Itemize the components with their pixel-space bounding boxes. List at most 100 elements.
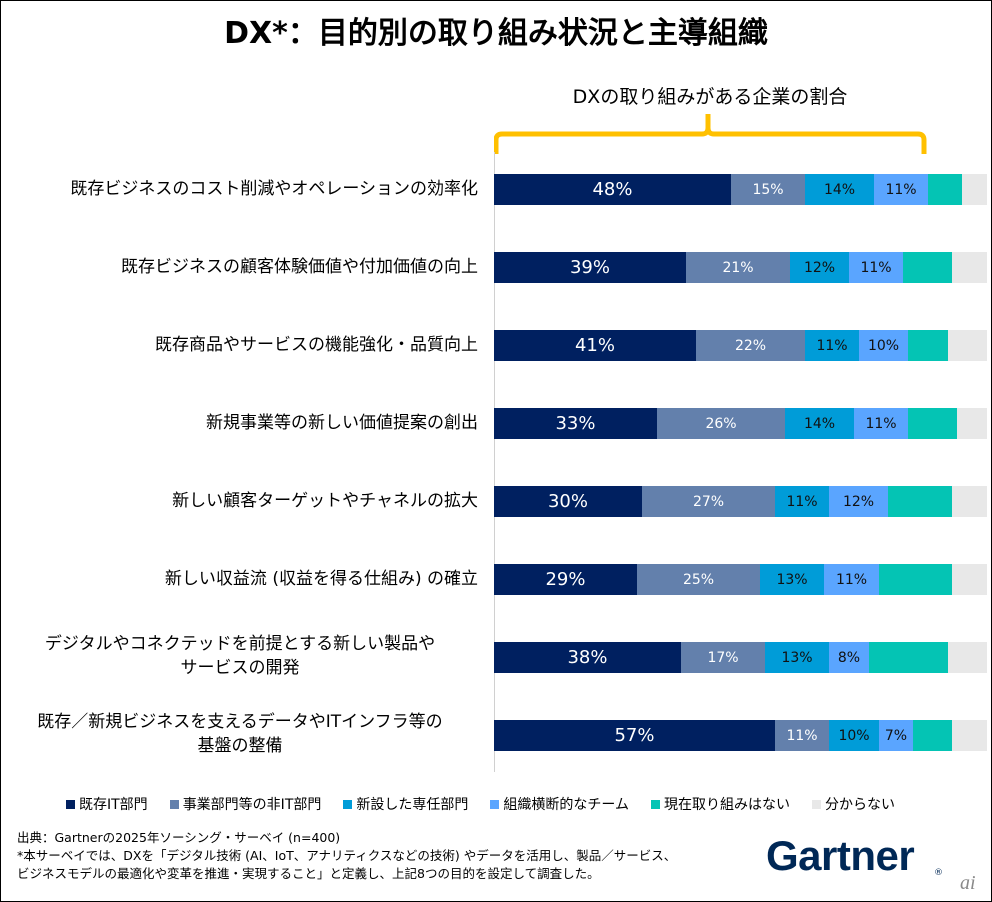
bar-segment: 30% bbox=[494, 486, 642, 517]
bar-segment: 15% bbox=[731, 174, 805, 205]
legend-item: 分からない bbox=[811, 794, 895, 814]
data-label: 57% bbox=[614, 725, 655, 746]
category-label: 新しい収益流 (収益を得る仕組み) の確立 bbox=[0, 567, 478, 591]
legend-label: 分からない bbox=[824, 797, 895, 813]
bar-segment: 21% bbox=[686, 252, 790, 283]
registered-mark: ® bbox=[934, 868, 943, 878]
footnotes: 出典：Gartnerの2025年ソーシング・サーベイ (n=400) *本サーベ… bbox=[17, 829, 676, 883]
category-label-line: 新しい収益流 (収益を得る仕組み) の確立 bbox=[164, 569, 478, 589]
category-label-line: 基盤の整備 bbox=[197, 736, 283, 756]
gartner-logo: Gartner bbox=[766, 832, 915, 879]
legend-item: 事業部門等の非IT部門 bbox=[169, 794, 322, 814]
category-label-line: 既存商品やサービスの機能強化・品質向上 bbox=[155, 335, 478, 355]
data-label: 10% bbox=[838, 727, 870, 744]
bar-segment: 7% bbox=[879, 720, 913, 751]
bar-segment bbox=[913, 720, 952, 751]
legend-swatch bbox=[490, 799, 500, 809]
bar-segment: 11% bbox=[805, 330, 859, 361]
category-label: 既存ビジネスのコスト削減やオペレーションの効率化 bbox=[0, 177, 478, 201]
bar-segment: 48% bbox=[494, 174, 731, 205]
data-label: 7% bbox=[884, 727, 908, 744]
data-label: 29% bbox=[545, 569, 586, 590]
bar-row: 38% 17% 13% 8% bbox=[494, 642, 987, 673]
bar-segment: 39% bbox=[494, 252, 686, 283]
category-label: デジタルやコネクテッドを前提とする新しい製品や サービスの開発 bbox=[2, 632, 478, 680]
bar-segment bbox=[928, 174, 962, 205]
data-label: 11% bbox=[835, 571, 868, 588]
chart-subtitle: DXの取り組みがある企業の割合 bbox=[572, 86, 848, 108]
bracket-shape bbox=[494, 114, 927, 154]
bar-segment: 11% bbox=[775, 720, 829, 751]
data-label: 14% bbox=[803, 415, 836, 432]
source-note: 出典：Gartnerの2025年ソーシング・サーベイ (n=400) bbox=[17, 830, 341, 845]
legend-item: 既存IT部門 bbox=[66, 794, 148, 814]
bar-segment: 41% bbox=[494, 330, 696, 361]
data-label: 25% bbox=[682, 571, 715, 588]
bar-segment: 33% bbox=[494, 408, 657, 439]
data-label: 11% bbox=[885, 181, 917, 198]
legend: 既存IT部門 事業部門等の非IT部門 新設した専任部門 組織横断的なチーム 現在取り組み… bbox=[66, 794, 917, 814]
data-label: 27% bbox=[692, 493, 725, 510]
category-axis-line bbox=[494, 152, 495, 772]
data-label: 12% bbox=[842, 493, 875, 510]
data-label: 48% bbox=[592, 179, 633, 200]
bar-row: 39% 21% 12% 11% bbox=[494, 252, 987, 283]
legend-swatch bbox=[650, 799, 660, 809]
legend-item: 組織横断的なチーム bbox=[490, 794, 629, 814]
legend-item: 新設した専任部門 bbox=[343, 794, 468, 814]
data-label: 30% bbox=[547, 491, 588, 512]
bar-segment bbox=[952, 720, 987, 751]
bar-segment: 38% bbox=[494, 642, 681, 673]
category-label-line: 既存ビジネスの顧客体験価値や付加価値の向上 bbox=[121, 257, 478, 277]
legend-swatch bbox=[343, 799, 353, 809]
category-label-line: サービスの開発 bbox=[180, 658, 300, 678]
bar-segment: 14% bbox=[785, 408, 854, 439]
bar-row: 48% 15% 14% 11% bbox=[494, 174, 987, 205]
bar-segment bbox=[962, 174, 987, 205]
bar-segment bbox=[908, 408, 957, 439]
bar-segment bbox=[908, 330, 948, 361]
bar-row: 33% 26% 14% 11% bbox=[494, 408, 987, 439]
bar-segment bbox=[888, 486, 952, 517]
data-label: 21% bbox=[722, 259, 754, 276]
definition-note-line1: *本サーベイでは、DXを「デジタル技術 (AI、IoT、アナリティクスなどの技術… bbox=[17, 848, 677, 863]
data-label: 11% bbox=[786, 493, 818, 510]
bar-segment bbox=[869, 642, 948, 673]
bar-segment bbox=[957, 408, 987, 439]
bar-row: 29% 25% 13% 11% bbox=[494, 564, 987, 595]
data-label: 33% bbox=[555, 413, 596, 434]
bar-segment: 25% bbox=[637, 564, 760, 595]
data-label: 10% bbox=[867, 337, 900, 354]
data-label: 26% bbox=[705, 415, 737, 432]
data-label: 13% bbox=[776, 571, 808, 588]
legend-label: 組織横断的なチーム bbox=[503, 797, 629, 813]
watermark-logo: ai bbox=[960, 872, 976, 894]
category-label-line: 新しい顧客ターゲットやチャネルの拡大 bbox=[172, 491, 478, 511]
legend-swatch bbox=[811, 799, 821, 809]
data-label: 15% bbox=[752, 181, 784, 198]
category-label: 新規事業等の新しい価値提案の創出 bbox=[0, 411, 478, 435]
bar-segment: 13% bbox=[765, 642, 829, 673]
bar-segment bbox=[952, 252, 987, 283]
bar-segment: 26% bbox=[657, 408, 785, 439]
bracket-annotation bbox=[494, 114, 927, 154]
bar-segment: 11% bbox=[824, 564, 879, 595]
bar-segment: 22% bbox=[696, 330, 805, 361]
data-label: 41% bbox=[574, 335, 615, 356]
bar-segment bbox=[948, 642, 987, 673]
legend-swatch bbox=[169, 799, 179, 809]
bar-segment bbox=[948, 330, 987, 361]
data-label: 22% bbox=[734, 337, 767, 354]
legend-swatch bbox=[66, 799, 75, 809]
data-label: 11% bbox=[786, 727, 818, 744]
bar-segment: 11% bbox=[854, 408, 908, 439]
data-label: 39% bbox=[569, 257, 610, 278]
bar-segment: 57% bbox=[494, 720, 775, 751]
legend-label: 事業部門等の非IT部門 bbox=[182, 797, 322, 813]
data-label: 13% bbox=[781, 649, 813, 666]
bar-row: 41% 22% 11% 10% bbox=[494, 330, 987, 361]
bar-segment: 14% bbox=[805, 174, 874, 205]
legend-label: 既存IT部門 bbox=[79, 797, 148, 813]
category-label: 既存ビジネスの顧客体験価値や付加価値の向上 bbox=[0, 255, 478, 279]
bar-segment bbox=[952, 564, 987, 595]
